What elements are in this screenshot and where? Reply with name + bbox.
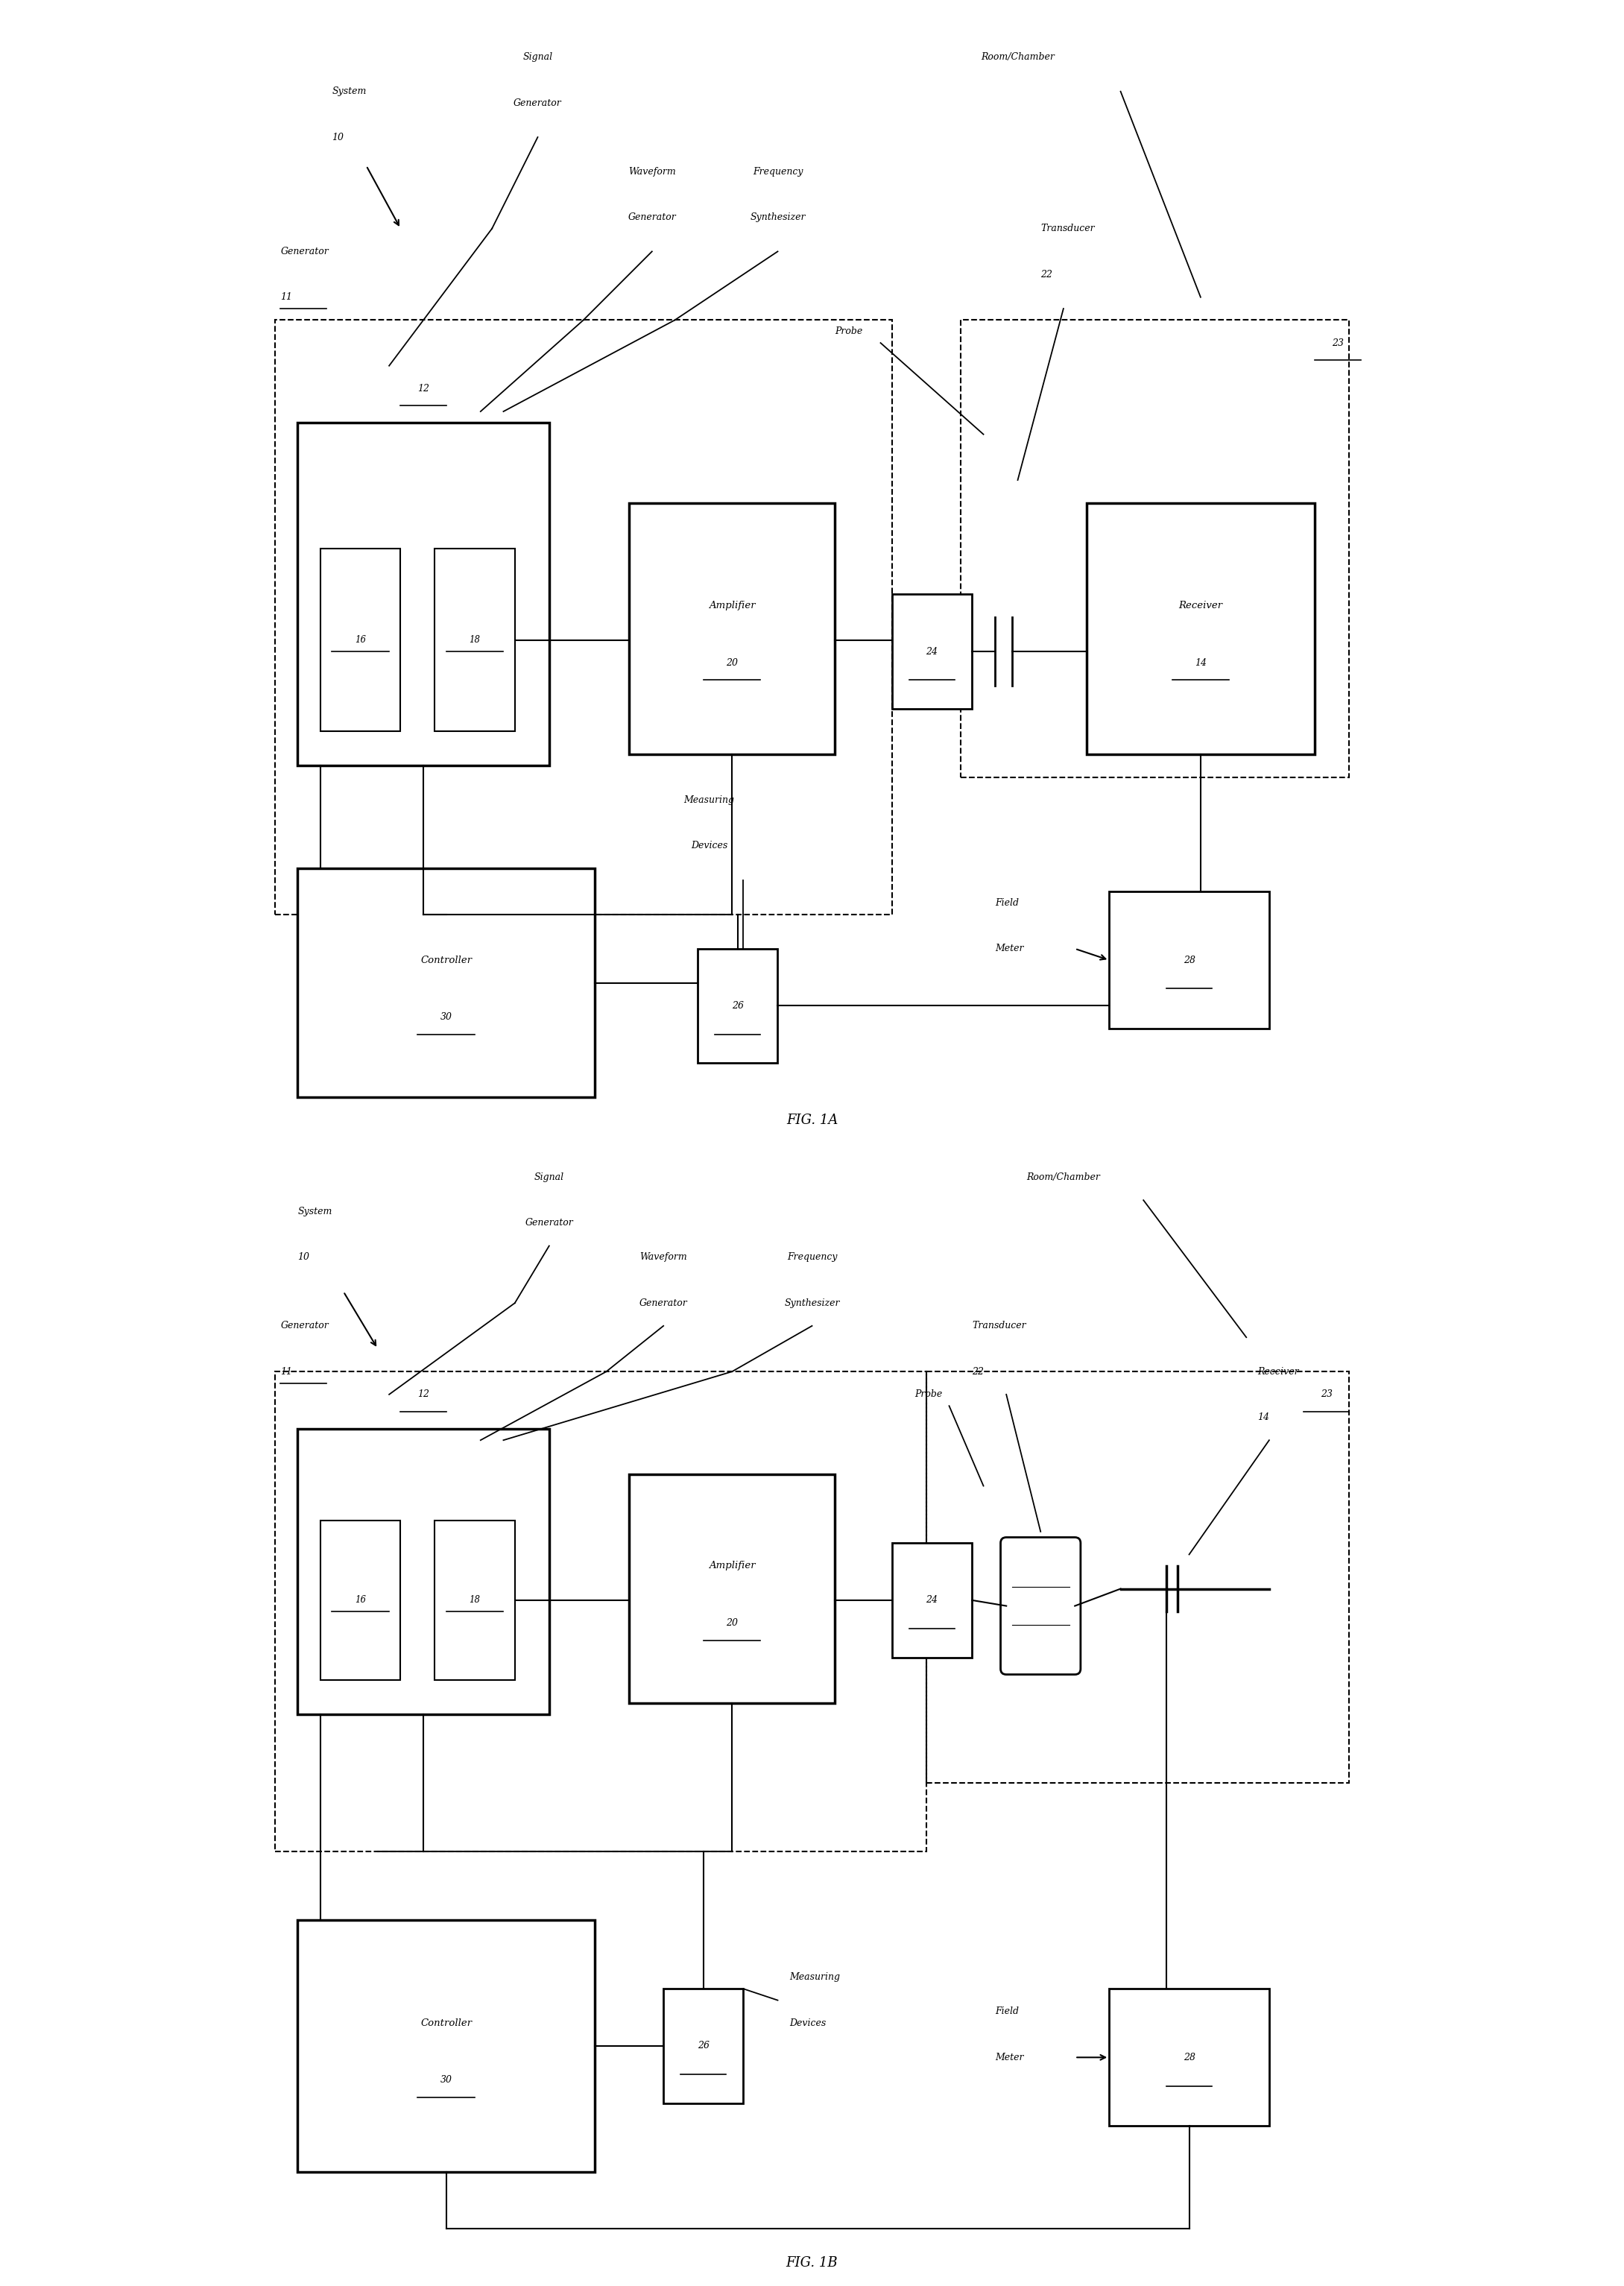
Text: Generator: Generator xyxy=(640,1298,687,1308)
Text: 26: 26 xyxy=(732,1001,744,1010)
Text: Probe: Probe xyxy=(835,327,862,336)
Text: Generator: Generator xyxy=(513,98,562,107)
Bar xyxy=(628,503,835,754)
Text: 20: 20 xyxy=(726,658,737,668)
Text: 23: 23 xyxy=(1320,1390,1332,1399)
Bar xyxy=(960,320,1350,777)
Text: Measuring: Measuring xyxy=(789,1973,840,1982)
Text: 28: 28 xyxy=(1184,2053,1195,2062)
Text: 30: 30 xyxy=(440,1013,451,1022)
Bar xyxy=(1086,503,1315,754)
Text: Generator: Generator xyxy=(281,1321,328,1330)
Text: Synthesizer: Synthesizer xyxy=(784,1298,840,1308)
Text: Devices: Devices xyxy=(789,2019,827,2028)
Bar xyxy=(698,949,778,1063)
Text: 11: 11 xyxy=(281,1367,292,1376)
Bar xyxy=(435,549,515,732)
Text: 20: 20 xyxy=(726,1618,737,1628)
Text: 22: 22 xyxy=(1041,270,1052,279)
Text: 16: 16 xyxy=(356,636,365,645)
Text: 28: 28 xyxy=(1184,956,1195,965)
Text: Synthesizer: Synthesizer xyxy=(750,213,806,222)
Text: 24: 24 xyxy=(926,1596,939,1605)
Text: Field: Field xyxy=(996,898,1018,908)
Bar xyxy=(892,1543,973,1657)
Bar xyxy=(320,1520,401,1680)
Bar xyxy=(892,594,973,709)
Text: Room/Chamber: Room/Chamber xyxy=(1026,1173,1101,1182)
Text: Transducer: Transducer xyxy=(1041,224,1095,233)
Text: Controller: Controller xyxy=(421,2019,473,2028)
Text: 10: 10 xyxy=(297,1253,310,1262)
FancyBboxPatch shape xyxy=(1000,1536,1080,1673)
Text: Meter: Meter xyxy=(996,944,1023,953)
Text: Receiver: Receiver xyxy=(1257,1367,1299,1376)
Text: 12: 12 xyxy=(417,384,429,393)
Text: FIG. 1A: FIG. 1A xyxy=(786,1113,838,1127)
Text: 18: 18 xyxy=(469,636,481,645)
Bar xyxy=(297,1429,549,1714)
Text: Field: Field xyxy=(996,2007,1018,2016)
Text: 22: 22 xyxy=(973,1367,984,1376)
Bar xyxy=(926,1372,1350,1783)
Text: 16: 16 xyxy=(356,1596,365,1605)
Text: Signal: Signal xyxy=(534,1173,564,1182)
Bar xyxy=(628,1474,835,1703)
Text: 18: 18 xyxy=(469,1596,481,1605)
Bar xyxy=(297,1920,594,2172)
Text: Signal: Signal xyxy=(523,53,552,62)
Text: Meter: Meter xyxy=(996,2053,1023,2062)
Text: Frequency: Frequency xyxy=(788,1253,836,1262)
Text: Generator: Generator xyxy=(525,1218,573,1228)
Text: Generator: Generator xyxy=(628,213,676,222)
Text: 14: 14 xyxy=(1257,1413,1270,1422)
Bar xyxy=(274,320,892,914)
Text: Measuring: Measuring xyxy=(684,796,734,805)
Text: 26: 26 xyxy=(697,2041,710,2051)
Text: Room/Chamber: Room/Chamber xyxy=(981,53,1054,62)
Text: 12: 12 xyxy=(417,1390,429,1399)
Text: System: System xyxy=(297,1207,333,1216)
Bar xyxy=(435,1520,515,1680)
Bar xyxy=(320,549,401,732)
Text: 11: 11 xyxy=(281,293,292,302)
Text: Waveform: Waveform xyxy=(640,1253,687,1262)
Text: Amplifier: Amplifier xyxy=(708,601,755,610)
Text: Devices: Devices xyxy=(690,841,728,850)
Bar xyxy=(664,1989,744,2103)
Text: Waveform: Waveform xyxy=(628,167,676,176)
Bar xyxy=(274,1372,926,1852)
Text: Generator: Generator xyxy=(281,247,328,256)
Bar xyxy=(297,869,594,1097)
Text: Frequency: Frequency xyxy=(752,167,802,176)
Text: Transducer: Transducer xyxy=(973,1321,1026,1330)
Text: Controller: Controller xyxy=(421,956,473,965)
Bar xyxy=(1109,892,1270,1029)
Text: Amplifier: Amplifier xyxy=(708,1561,755,1570)
Text: 14: 14 xyxy=(1195,658,1207,668)
Text: 23: 23 xyxy=(1332,338,1343,347)
Text: 24: 24 xyxy=(926,647,939,656)
Text: System: System xyxy=(331,87,367,96)
Text: Receiver: Receiver xyxy=(1179,601,1223,610)
Text: FIG. 1B: FIG. 1B xyxy=(786,2256,838,2270)
Bar xyxy=(1109,1989,1270,2126)
Text: 30: 30 xyxy=(440,2076,451,2085)
Bar xyxy=(297,423,549,766)
Text: Probe: Probe xyxy=(914,1390,942,1399)
Text: 10: 10 xyxy=(331,133,344,142)
